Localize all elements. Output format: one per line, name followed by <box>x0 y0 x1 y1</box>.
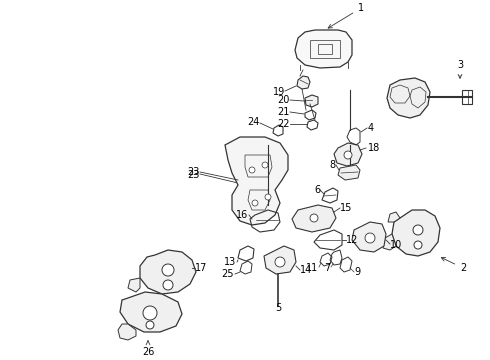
Text: 24: 24 <box>247 117 260 127</box>
Polygon shape <box>292 205 336 232</box>
Polygon shape <box>128 278 140 292</box>
Circle shape <box>414 241 422 249</box>
Text: 14: 14 <box>300 265 312 275</box>
Circle shape <box>262 162 268 168</box>
Text: 13: 13 <box>224 257 236 267</box>
Circle shape <box>413 225 423 235</box>
Text: 23: 23 <box>188 167 200 177</box>
Polygon shape <box>140 250 196 294</box>
Text: 16: 16 <box>236 210 248 220</box>
Text: 26: 26 <box>142 341 154 357</box>
Text: 1: 1 <box>328 3 364 28</box>
Polygon shape <box>118 324 136 340</box>
Polygon shape <box>305 95 318 107</box>
Text: 12: 12 <box>346 235 358 245</box>
Polygon shape <box>338 165 360 180</box>
Text: 21: 21 <box>278 107 290 117</box>
Circle shape <box>162 264 174 276</box>
Polygon shape <box>264 246 296 274</box>
Circle shape <box>365 233 375 243</box>
Text: 19: 19 <box>273 87 285 97</box>
Circle shape <box>249 167 255 173</box>
Text: 2: 2 <box>441 257 466 273</box>
Text: 25: 25 <box>221 269 234 279</box>
Circle shape <box>275 257 285 267</box>
Polygon shape <box>295 30 352 68</box>
Polygon shape <box>334 143 362 166</box>
Text: 4: 4 <box>368 123 374 133</box>
Text: 10: 10 <box>390 240 402 250</box>
Polygon shape <box>387 78 430 118</box>
Text: 3: 3 <box>457 60 463 78</box>
Circle shape <box>143 306 157 320</box>
Polygon shape <box>383 234 396 250</box>
Circle shape <box>310 214 318 222</box>
Circle shape <box>252 200 258 206</box>
Text: 15: 15 <box>340 203 352 213</box>
Text: 20: 20 <box>278 95 290 105</box>
Text: 8: 8 <box>329 160 335 170</box>
Text: 5: 5 <box>275 303 281 313</box>
Text: 11: 11 <box>306 263 318 273</box>
Circle shape <box>163 280 173 290</box>
Polygon shape <box>392 210 440 256</box>
Polygon shape <box>225 137 288 225</box>
Circle shape <box>344 151 352 159</box>
Text: 17: 17 <box>195 263 207 273</box>
Text: 9: 9 <box>354 267 360 277</box>
Circle shape <box>265 194 271 200</box>
Text: 7: 7 <box>324 263 330 273</box>
Polygon shape <box>352 222 386 252</box>
Circle shape <box>146 321 154 329</box>
Text: 6: 6 <box>314 185 320 195</box>
Text: 18: 18 <box>368 143 380 153</box>
Polygon shape <box>120 292 182 332</box>
Polygon shape <box>388 212 400 222</box>
Text: 22: 22 <box>277 119 290 129</box>
Polygon shape <box>297 76 310 89</box>
Text: 23: 23 <box>188 170 200 180</box>
